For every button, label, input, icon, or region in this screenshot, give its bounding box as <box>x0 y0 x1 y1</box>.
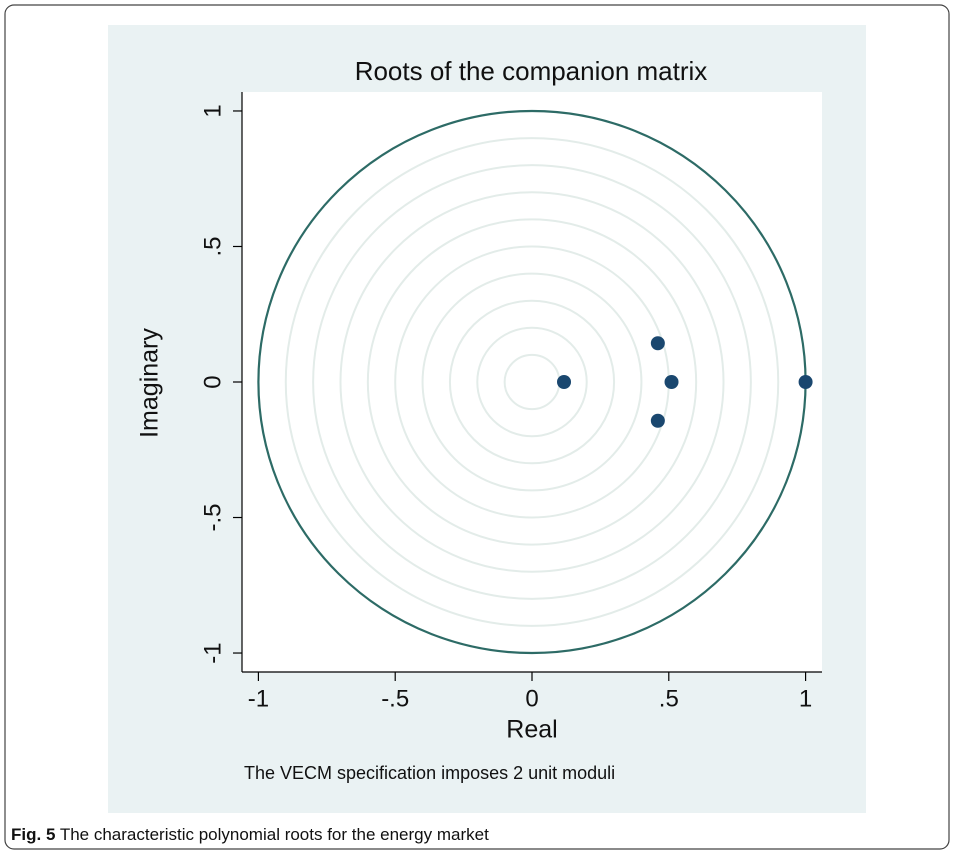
root-point <box>798 375 813 389</box>
caption-text: The characteristic polynomial roots for … <box>60 825 489 844</box>
root-point <box>664 375 679 389</box>
x-tick-label: -.5 <box>381 685 409 712</box>
x-tick-label: .5 <box>659 685 679 712</box>
x-tick-label: 1 <box>799 685 812 712</box>
root-point <box>650 413 665 428</box>
root-point <box>650 336 665 351</box>
y-tick-label: 1 <box>199 104 226 117</box>
plot-region <box>242 92 822 672</box>
y-tick-label: -1 <box>199 642 226 663</box>
plot: -1 -.5 0 .5 1 -1 -.5 0 .5 1 <box>199 92 822 712</box>
y-tick-label: 0 <box>199 375 226 388</box>
chart-note: The VECM specification imposes 2 unit mo… <box>244 763 615 783</box>
figure-caption: Fig. 5 The characteristic polynomial roo… <box>11 825 489 844</box>
grid-ring <box>448 299 616 465</box>
grid-ring <box>339 191 725 573</box>
caption-label: Fig. 5 <box>11 825 55 844</box>
grid-ring <box>421 272 643 492</box>
grid-ring <box>476 326 588 438</box>
root-point <box>557 375 572 389</box>
chart-title: Roots of the companion matrix <box>355 56 708 86</box>
x-axis-title: Real <box>506 716 557 744</box>
grid-ring <box>284 137 780 627</box>
grid-ring <box>312 164 752 600</box>
y-axis-title: Imaginary <box>136 328 164 438</box>
y-tick-label: -.5 <box>199 504 226 532</box>
x-tick-label: -1 <box>248 685 269 712</box>
grid-ring <box>366 218 698 546</box>
y-tick-label: .5 <box>199 236 226 256</box>
figure-frame <box>4 4 950 850</box>
x-tick-label: 0 <box>525 685 538 712</box>
